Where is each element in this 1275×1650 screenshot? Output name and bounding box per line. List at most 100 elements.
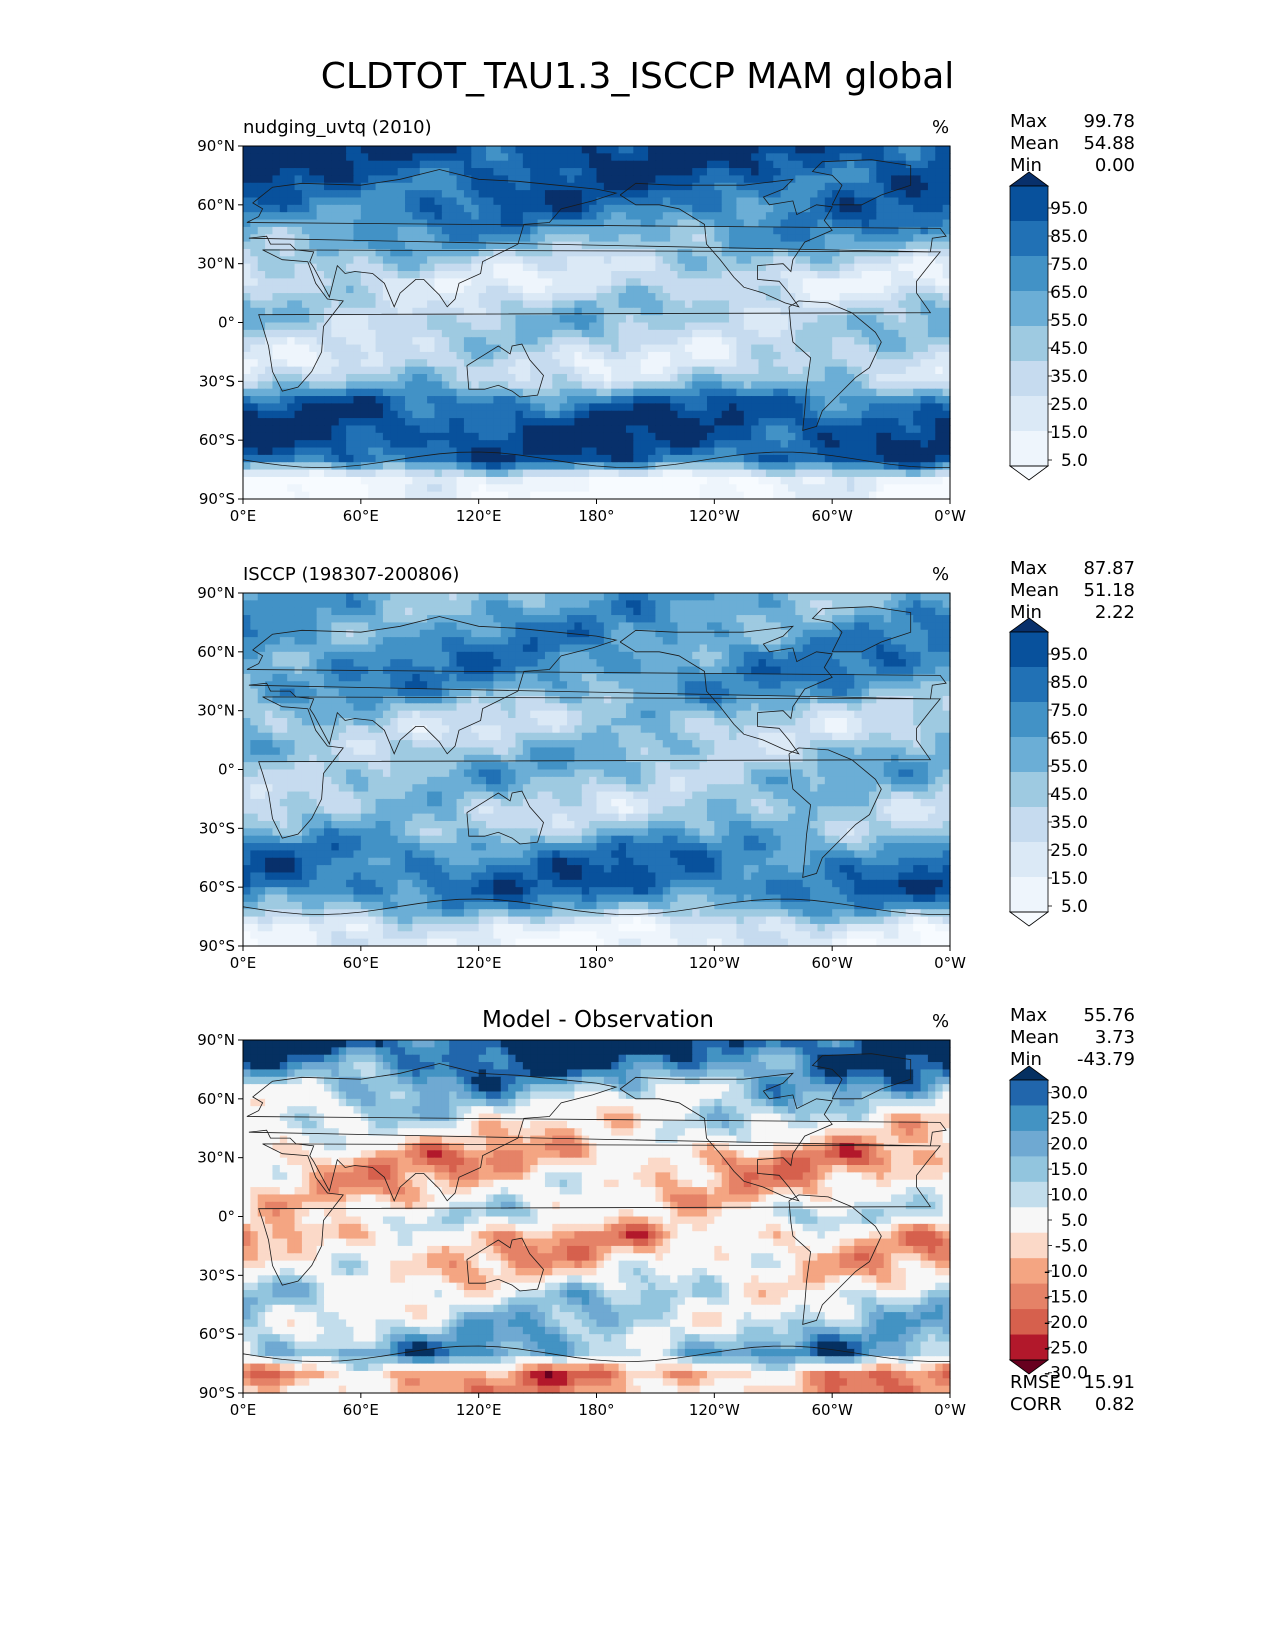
stats-box: Max 55.76 Mean 3.73 Min -43.79 (1010, 1005, 1135, 1071)
colorbar-segment (1010, 186, 1048, 222)
metric-row: RMSE 15.91 (1010, 1372, 1135, 1394)
panel-title: nudging_uvtq (2010) (243, 117, 432, 138)
coastline-2 (466, 790, 544, 845)
x-tick-label: 120°W (689, 1401, 740, 1419)
colorbar-extend-high (1008, 171, 1050, 187)
colorbar-label: 95.0 (1050, 199, 1088, 219)
stat-value: 99.78 (1083, 111, 1135, 132)
stat-value: 54.88 (1083, 133, 1135, 154)
coastline-4 (788, 1194, 882, 1325)
coastline-1 (246, 169, 947, 308)
x-tick-label: 60°W (811, 507, 853, 525)
colorbar-label: 35.0 (1050, 367, 1088, 387)
colorbar-segment (1010, 221, 1048, 257)
x-tick-label: 0°W (934, 954, 966, 972)
field-cells (243, 593, 951, 947)
stat-label: Min (1010, 1049, 1042, 1070)
stat-row: Max 55.76 (1010, 1005, 1135, 1027)
colorbar-label: 25.0 (1050, 841, 1088, 861)
colorbar-segment (1010, 737, 1048, 773)
coastline-5 (811, 159, 912, 206)
colorbar-segment (1010, 632, 1048, 668)
colorbar-label: 15.0 (1050, 423, 1088, 443)
x-tick-label: 0°E (230, 1401, 257, 1419)
y-tick-label: 30°N (197, 702, 235, 720)
colorbar-3: 30.0 25.0 20.0 15.0 10.0 5.0 -5.0 -10.0 -15.0 -20… (1008, 1065, 1088, 1384)
y-tick-label: 60°N (197, 643, 235, 661)
stat-row: Mean 54.88 (1010, 133, 1135, 155)
figure-title: CLDTOT_TAU1.3_ISCCP MAM global (320, 56, 955, 97)
colorbar-extend-high (1008, 1065, 1050, 1081)
colorbar-label: 55.0 (1050, 757, 1088, 777)
colorbar-segment (1010, 1232, 1048, 1259)
coastline-antarctica (242, 898, 951, 916)
colorbar-segment (1010, 667, 1048, 703)
metric-label: CORR (1010, 1394, 1062, 1415)
y-tick-label: 60°S (199, 1325, 235, 1343)
stat-value: -43.79 (1076, 1049, 1135, 1070)
colorbar-label: 10.0 (1050, 1186, 1088, 1206)
x-tick-label: 120°E (456, 507, 502, 525)
panel-title: Model - Observation (481, 1007, 715, 1033)
stat-value: 51.18 (1083, 580, 1135, 601)
colorbar-label: 95.0 (1050, 645, 1088, 665)
x-tick-label: 180° (578, 954, 614, 972)
colorbar-segment (1010, 396, 1048, 432)
panel-units: % (932, 117, 950, 138)
stat-label: Max (1010, 111, 1048, 132)
y-tick-label: 60°N (197, 1090, 235, 1108)
colorbar-label: 15.0 (1050, 869, 1088, 889)
stat-row: Min 0.00 (1010, 155, 1135, 177)
y-tick-label: 60°S (199, 878, 235, 896)
y-tick-label: 30°S (199, 819, 235, 837)
x-tick-label: 120°E (456, 954, 502, 972)
coastline-0 (258, 249, 942, 392)
coastline-3 (619, 178, 833, 308)
stat-label: Mean (1010, 1027, 1060, 1048)
coastline-5 (811, 1053, 912, 1100)
colorbar-2: 95.0 85.0 75.0 65.0 55.0 45.0 35.0 25.0 15.0 5.0 (1008, 617, 1088, 927)
stats-box: Max 87.87 Mean 51.18 Min 2.22 (1010, 558, 1135, 624)
colorbar-segment (1010, 256, 1048, 292)
map-panel-2: 0°E 60°E 120°E 180° 120°W 60°W 0°W 90°N 60°N 30°N… (197, 584, 966, 972)
colorbar-label: 75.0 (1050, 255, 1088, 275)
colorbar-segment (1010, 1181, 1048, 1208)
x-tick-label: 0°W (934, 507, 966, 525)
y-tick-label: 90°N (197, 137, 235, 155)
x-tick-label: 120°W (689, 507, 740, 525)
metric-value: 0.82 (1094, 1394, 1135, 1415)
y-tick-label: 90°N (197, 1031, 235, 1049)
coastline-4 (788, 300, 882, 431)
colorbar-label: 65.0 (1050, 729, 1088, 749)
colorbar-segment (1010, 702, 1048, 738)
coastline-0 (258, 1143, 942, 1286)
x-tick-label: 60°E (343, 954, 379, 972)
colorbar-label: 45.0 (1050, 339, 1088, 359)
stat-row: Min -43.79 (1010, 1049, 1135, 1071)
metric-label: RMSE (1010, 1372, 1061, 1393)
colorbar-segment (1010, 326, 1048, 362)
stat-row: Min 2.22 (1010, 602, 1135, 624)
stat-value: 87.87 (1083, 558, 1135, 579)
colorbar-segment (1010, 1258, 1048, 1285)
stat-label: Max (1010, 1005, 1048, 1026)
colorbar-label: 75.0 (1050, 701, 1088, 721)
colorbar-label: 5.0 (1061, 451, 1088, 471)
colorbar-label: -30.0 (1044, 1364, 1088, 1384)
coastline-2 (466, 1237, 544, 1292)
colorbar-label: -5.0 (1055, 1236, 1088, 1256)
panel-units: % (932, 1011, 950, 1032)
colorbar-segment (1010, 1283, 1048, 1310)
stat-label: Max (1010, 558, 1048, 579)
y-tick-label: 90°N (197, 584, 235, 602)
colorbar-label: 25.0 (1050, 1109, 1088, 1129)
colorbar-1: 95.0 85.0 75.0 65.0 55.0 45.0 35.0 25.0 15.0 5.0 (1008, 171, 1088, 481)
map-panel-3: 0°E 60°E 120°E 180° 120°W 60°W 0°W 90°N 60°N 30°N… (197, 1031, 966, 1419)
y-tick-label: 90°S (199, 937, 235, 955)
y-tick-label: 60°N (197, 196, 235, 214)
field-cells (243, 146, 951, 500)
y-tick-label: 30°S (199, 372, 235, 390)
panel-units: % (932, 564, 950, 585)
stat-label: Min (1010, 602, 1042, 623)
colorbar-label: 85.0 (1050, 227, 1088, 247)
